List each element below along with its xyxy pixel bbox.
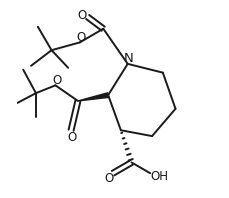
Text: O: O — [76, 31, 85, 44]
Polygon shape — [78, 93, 108, 101]
Text: O: O — [52, 74, 61, 87]
Text: O: O — [77, 9, 86, 22]
Text: O: O — [67, 131, 76, 144]
Text: N: N — [123, 52, 133, 65]
Text: OH: OH — [150, 170, 168, 183]
Text: O: O — [104, 172, 113, 185]
